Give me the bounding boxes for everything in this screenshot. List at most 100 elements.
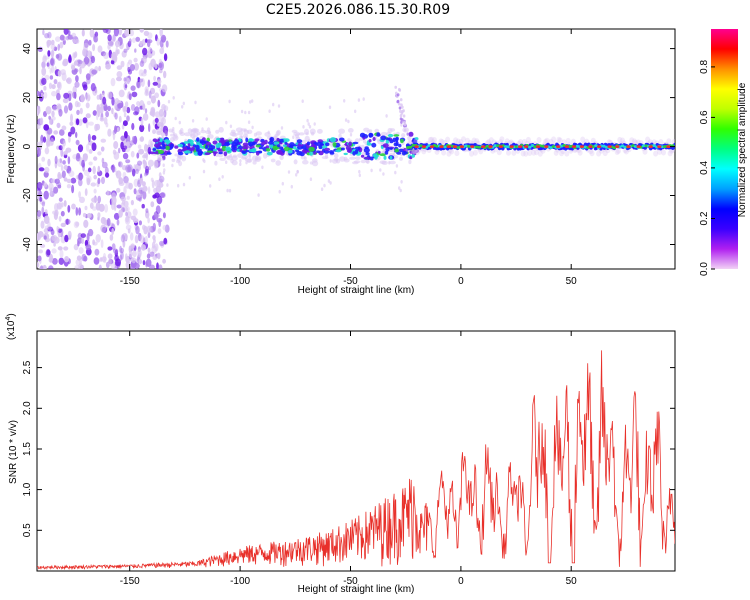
- noise-blob: [54, 155, 58, 165]
- noise-blob: [92, 44, 96, 52]
- noise-blob: [37, 146, 40, 155]
- noise-blob: [143, 225, 148, 235]
- track-blob: [269, 137, 273, 143]
- noise-blob: [78, 263, 83, 269]
- noise-blob: [53, 79, 58, 85]
- noise-blob: [70, 126, 76, 135]
- noise-blob: [92, 165, 96, 175]
- noise-blob: [38, 190, 43, 198]
- noise-blob: [130, 265, 136, 269]
- noise-blob: [113, 151, 120, 160]
- track-halo: [363, 127, 370, 132]
- noise-blob: [382, 172, 385, 176]
- noise-blob: [145, 38, 148, 43]
- noise-blob: [64, 256, 69, 263]
- line-halo: [556, 136, 562, 143]
- track-blob: [340, 147, 345, 151]
- track-blob: [380, 135, 387, 141]
- noise-blob: [239, 159, 242, 163]
- noise-blob: [50, 187, 53, 196]
- line-halo: [667, 150, 673, 157]
- line-peak: [480, 145, 486, 149]
- noise-blob: [82, 84, 88, 91]
- track-halo: [399, 156, 403, 161]
- noise-blob: [147, 217, 150, 224]
- line-halo: [453, 137, 459, 144]
- noise-blob: [177, 183, 180, 188]
- noise-blob: [100, 51, 106, 57]
- noise-blob: [139, 40, 143, 47]
- noise-blob: [301, 99, 304, 103]
- noise-blob: [139, 177, 143, 185]
- noise-blob: [42, 29, 45, 36]
- track-blob: [154, 143, 160, 148]
- x-tick-label: -150: [120, 276, 140, 287]
- noise-blob: [137, 248, 142, 258]
- noise-blob: [43, 85, 47, 91]
- noise-blob: [135, 225, 140, 235]
- y-tick-label: -20: [22, 188, 33, 203]
- noise-blob: [122, 145, 128, 150]
- noise-blob: [75, 207, 79, 216]
- line-core: [663, 145, 667, 149]
- noise-blob: [106, 190, 110, 196]
- noise-blob: [131, 122, 135, 131]
- noise-blob: [44, 147, 50, 155]
- noise-blob: [137, 160, 143, 166]
- noise-blob: [98, 264, 102, 269]
- noise-blob: [38, 167, 45, 172]
- noise-blob: [239, 162, 242, 166]
- track-blob: [192, 144, 197, 148]
- line-halo: [445, 136, 451, 143]
- noise-blob: [357, 98, 361, 102]
- track-blob: [217, 142, 222, 147]
- line-halo: [523, 150, 529, 157]
- line-peak: [596, 145, 602, 149]
- noise-blob: [152, 235, 156, 241]
- noise-blob: [123, 112, 127, 118]
- noise-blob: [38, 249, 43, 254]
- noise-blob: [103, 52, 109, 60]
- track-halo: [353, 160, 361, 164]
- noise-blob: [92, 241, 98, 246]
- noise-blob: [85, 102, 90, 109]
- track-blob: [329, 151, 335, 155]
- track-blob: [252, 141, 257, 145]
- y-tick-label: 1.0: [22, 482, 33, 496]
- track-halo: [300, 155, 306, 160]
- line-halo: [614, 149, 620, 155]
- noise-blob: [287, 170, 291, 174]
- noise-blob: [111, 228, 115, 235]
- x-tick-label: -50: [343, 576, 358, 587]
- noise-blob: [47, 60, 51, 70]
- track-halo: [168, 128, 174, 133]
- noise-blob: [400, 123, 403, 127]
- line-halo: [617, 136, 623, 143]
- noise-blob: [37, 255, 42, 262]
- noise-blob: [130, 243, 136, 249]
- line-halo: [458, 139, 464, 145]
- noise-blob: [75, 154, 81, 162]
- line-halo: [620, 137, 625, 144]
- track-blob: [251, 147, 257, 153]
- noise-blob: [125, 224, 132, 231]
- x-tick-label: -150: [120, 576, 140, 587]
- noise-blob: [115, 49, 119, 57]
- noise-blob: [59, 34, 65, 41]
- noise-blob: [47, 50, 51, 57]
- track-blob: [247, 141, 254, 147]
- noise-blob: [136, 101, 141, 107]
- noise-blob: [107, 246, 113, 251]
- track-halo: [243, 129, 250, 135]
- line-halo: [657, 148, 662, 155]
- noise-blob: [79, 196, 85, 203]
- noise-blob: [40, 220, 45, 229]
- noise-blob: [111, 166, 117, 173]
- noise-blob: [122, 239, 126, 248]
- noise-blob: [140, 117, 144, 127]
- track-halo: [263, 152, 268, 159]
- noise-blob: [320, 187, 324, 191]
- line-peak: [636, 145, 641, 149]
- noise-blob: [81, 29, 85, 37]
- spur-blob: [402, 109, 405, 113]
